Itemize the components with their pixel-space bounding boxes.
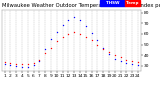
- Text: THSW: THSW: [106, 1, 119, 5]
- Text: Temp: Temp: [126, 1, 139, 5]
- Text: Milwaukee Weather Outdoor Temperature vs THSW Index per Hour (24 Hours): Milwaukee Weather Outdoor Temperature vs…: [2, 3, 160, 8]
